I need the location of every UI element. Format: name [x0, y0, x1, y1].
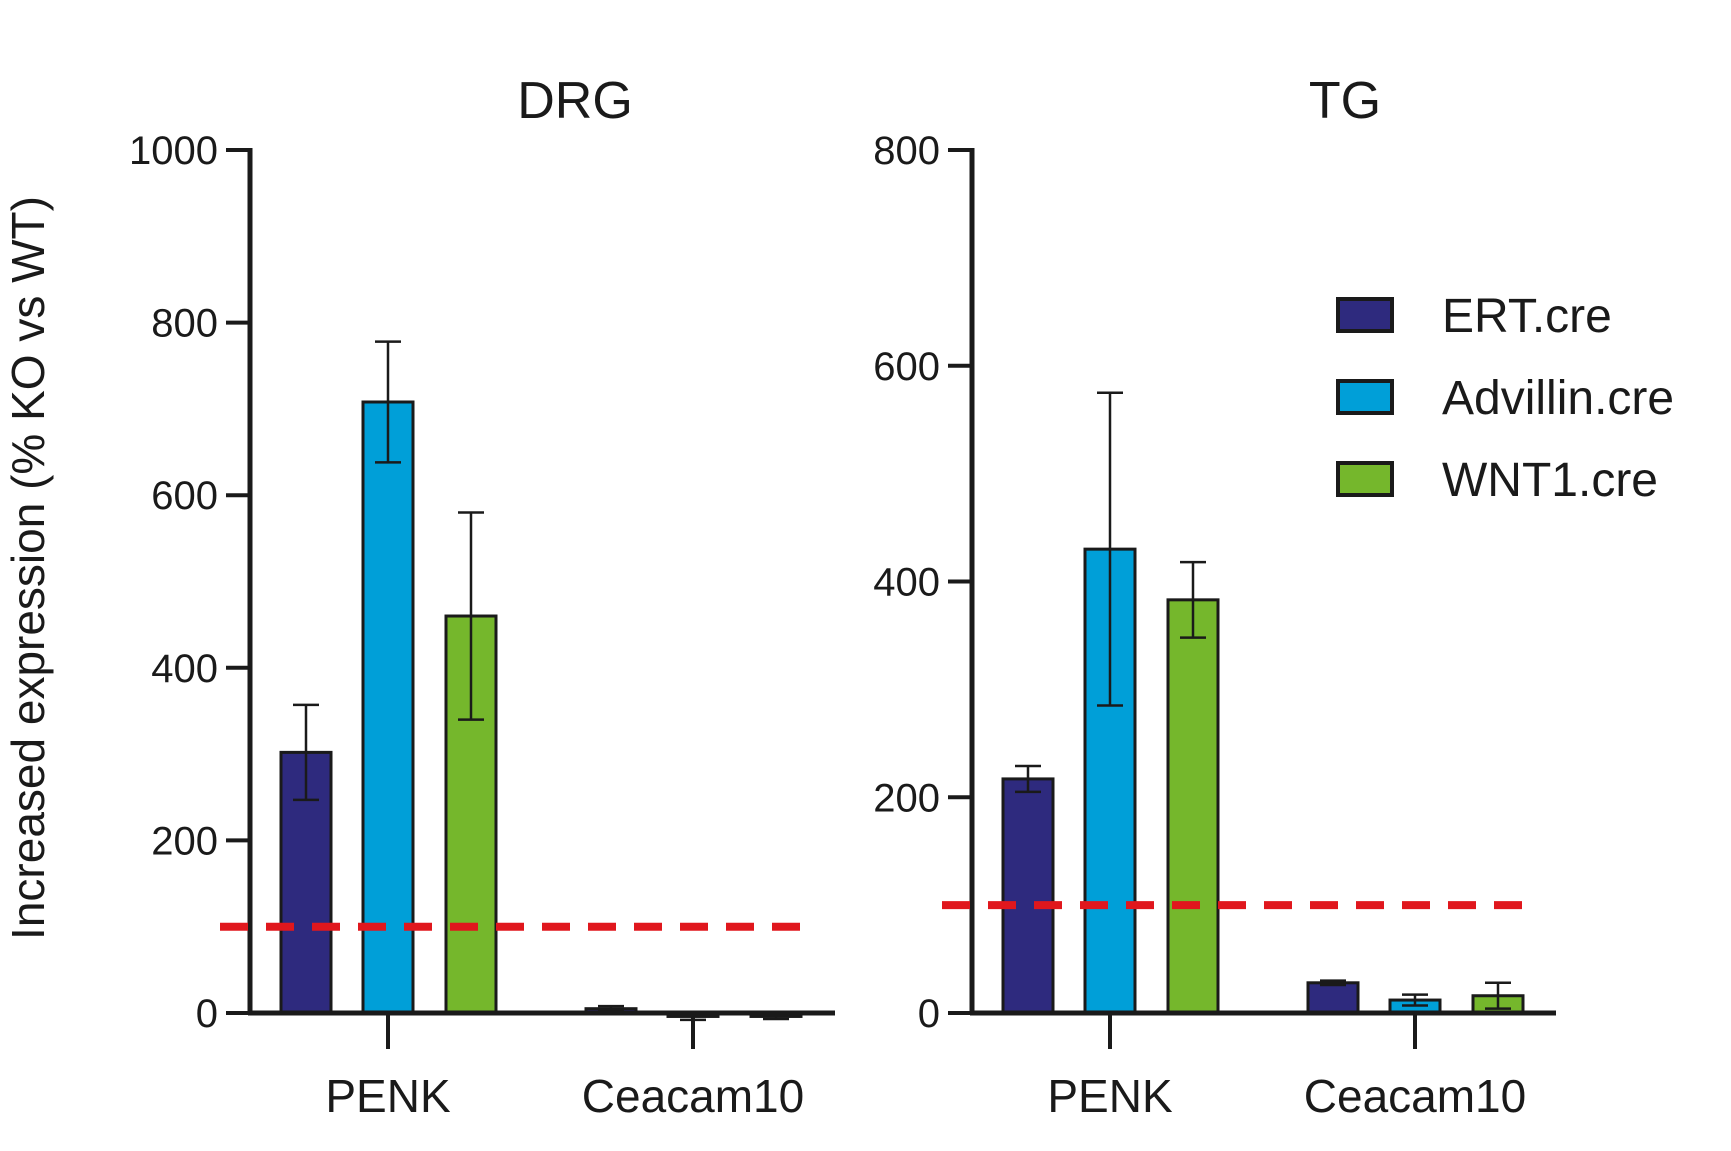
error-bar	[1180, 560, 1206, 639]
error-bar	[1097, 391, 1123, 707]
panel-drg: DRG 0 200 400 600 800 1000 PENK Ceacam10	[129, 72, 835, 1122]
error-bar	[458, 511, 484, 721]
x-category-label: PENK	[1047, 1070, 1173, 1122]
error-bar	[375, 340, 401, 464]
y-axis-label: Increased expression (% KO vs WT)	[2, 196, 54, 940]
error-bar	[1485, 981, 1511, 1010]
legend-swatch	[1336, 297, 1394, 333]
y-tick-label: 600	[151, 474, 218, 518]
x-category-label: PENK	[325, 1070, 451, 1122]
y-tick-label: 800	[873, 129, 940, 173]
error-bar	[1402, 993, 1428, 1007]
y-tick-label: 0	[918, 992, 940, 1036]
legend-item-advillin-cre: Advillin.cre	[1336, 372, 1674, 425]
bar-advillin-cre-penk	[361, 400, 415, 1015]
chart-title: DRG	[517, 72, 633, 130]
y-tick-label: 400	[151, 647, 218, 691]
legend-label: ERT.cre	[1442, 290, 1612, 343]
panel-tg: TG 0 200 400 600 800 PENK Ceacam10	[873, 72, 1556, 1122]
x-category-label: Ceacam10	[582, 1070, 804, 1122]
y-tick-label: 600	[873, 345, 940, 389]
bar-wnt1-cre-penk	[1166, 598, 1220, 1015]
y-tick-label: 800	[151, 302, 218, 346]
legend-swatch	[1336, 379, 1394, 415]
error-bar	[1320, 979, 1346, 987]
error-bar	[293, 703, 319, 802]
legend: ERT.cre Advillin.cre WNT1.cre	[1336, 290, 1674, 507]
y-tick-label: 1000	[129, 129, 218, 173]
legend-label: Advillin.cre	[1442, 372, 1674, 425]
legend-item-wnt1-cre: WNT1.cre	[1336, 454, 1658, 507]
error-bar	[1015, 764, 1041, 794]
y-tick-label: 200	[151, 819, 218, 863]
y-tick-label: 400	[873, 561, 940, 605]
bar-ert-cre-ceacam10	[1306, 981, 1360, 1015]
legend-swatch	[1336, 461, 1394, 497]
x-category-label: Ceacam10	[1304, 1070, 1526, 1122]
y-tick-label: 0	[196, 992, 218, 1036]
y-tick-label: 200	[873, 776, 940, 820]
bar-ert-cre-penk	[1001, 777, 1055, 1015]
legend-item-ert-cre: ERT.cre	[1336, 290, 1612, 343]
legend-label: WNT1.cre	[1442, 454, 1658, 507]
chart-title: TG	[1309, 72, 1381, 130]
